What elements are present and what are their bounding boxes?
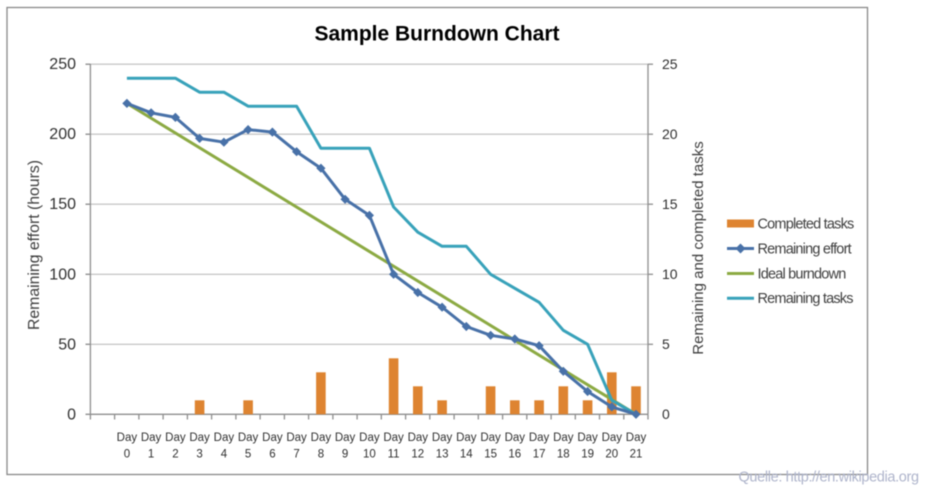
svg-text:Day: Day [311, 432, 332, 444]
svg-text:16: 16 [508, 449, 521, 461]
svg-text:19: 19 [581, 449, 594, 461]
svg-text:200: 200 [49, 126, 76, 143]
svg-text:Remaining effort: Remaining effort [758, 241, 852, 257]
svg-text:Day: Day [214, 432, 235, 444]
svg-text:Day: Day [529, 432, 550, 444]
svg-text:0: 0 [662, 406, 670, 422]
svg-text:0: 0 [124, 449, 130, 461]
svg-text:50: 50 [58, 336, 76, 353]
svg-text:Day: Day [408, 432, 429, 444]
svg-text:Day: Day [238, 432, 259, 444]
svg-text:14: 14 [460, 449, 473, 461]
svg-text:Ideal burndown: Ideal burndown [758, 266, 847, 282]
svg-text:18: 18 [557, 449, 570, 461]
svg-text:5: 5 [245, 449, 251, 461]
svg-text:Day: Day [117, 432, 138, 444]
svg-text:12: 12 [411, 449, 424, 461]
svg-text:Day: Day [456, 432, 477, 444]
svg-text:Day: Day [480, 432, 501, 444]
svg-text:20: 20 [662, 126, 678, 142]
svg-text:Day: Day [383, 432, 404, 444]
svg-text:10: 10 [662, 266, 678, 282]
svg-text:Day: Day [553, 432, 574, 444]
svg-text:0: 0 [67, 406, 76, 423]
svg-text:1: 1 [148, 449, 154, 461]
svg-text:17: 17 [533, 449, 546, 461]
svg-text:Day: Day [262, 432, 283, 444]
svg-text:21: 21 [630, 449, 643, 461]
svg-text:5: 5 [662, 336, 670, 352]
svg-text:Day: Day [189, 432, 210, 444]
svg-text:150: 150 [49, 196, 76, 213]
svg-text:Remaining effort (hours): Remaining effort (hours) [26, 160, 43, 330]
svg-text:250: 250 [49, 56, 76, 73]
svg-text:Remaining tasks: Remaining tasks [758, 291, 854, 307]
svg-text:9: 9 [342, 449, 348, 461]
svg-text:7: 7 [293, 449, 299, 461]
svg-text:Completed tasks: Completed tasks [758, 216, 855, 232]
svg-text:Day: Day [432, 432, 453, 444]
svg-text:25: 25 [662, 56, 678, 72]
svg-text:Day: Day [577, 432, 598, 444]
svg-text:Day: Day [165, 432, 186, 444]
svg-text:6: 6 [269, 449, 275, 461]
svg-text:3: 3 [196, 449, 202, 461]
svg-text:Day: Day [335, 432, 356, 444]
svg-text:Day: Day [359, 432, 380, 444]
svg-text:Remaining and completed tasks: Remaining and completed tasks [690, 141, 707, 354]
svg-text:Day: Day [505, 432, 526, 444]
svg-text:Day: Day [602, 432, 623, 444]
svg-text:15: 15 [662, 196, 678, 212]
svg-text:Day: Day [141, 432, 162, 444]
svg-text:Day: Day [286, 432, 307, 444]
svg-text:8: 8 [318, 449, 324, 461]
svg-text:100: 100 [49, 266, 76, 283]
svg-text:13: 13 [436, 449, 449, 461]
svg-text:2: 2 [172, 449, 178, 461]
svg-text:20: 20 [605, 449, 618, 461]
svg-text:4: 4 [221, 449, 228, 461]
svg-text:Quelle: http://en.wikipedia.or: Quelle: http://en.wikipedia.org [739, 470, 919, 486]
svg-text:10: 10 [363, 449, 376, 461]
svg-text:Day: Day [626, 432, 647, 444]
svg-text:11: 11 [388, 449, 400, 461]
svg-text:Sample Burndown Chart: Sample Burndown Chart [314, 23, 559, 46]
svg-text:15: 15 [484, 449, 497, 461]
